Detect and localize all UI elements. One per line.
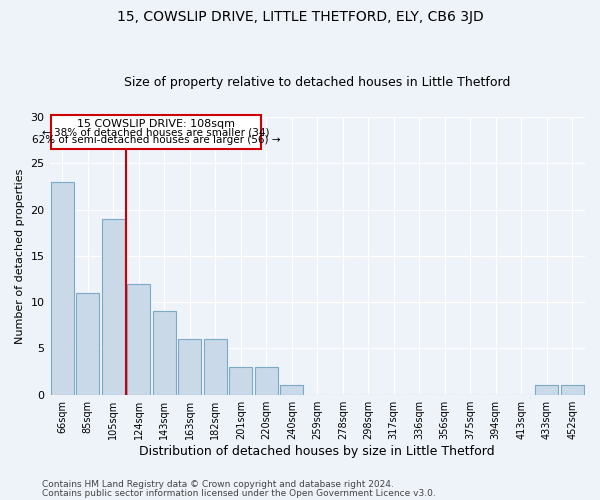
FancyBboxPatch shape — [51, 115, 261, 150]
Text: 62% of semi-detached houses are larger (56) →: 62% of semi-detached houses are larger (… — [32, 134, 280, 144]
Bar — [535, 386, 558, 394]
Text: Contains public sector information licensed under the Open Government Licence v3: Contains public sector information licen… — [42, 488, 436, 498]
Bar — [561, 386, 584, 394]
Title: Size of property relative to detached houses in Little Thetford: Size of property relative to detached ho… — [124, 76, 511, 90]
Text: 15 COWSLIP DRIVE: 108sqm: 15 COWSLIP DRIVE: 108sqm — [77, 119, 235, 129]
X-axis label: Distribution of detached houses by size in Little Thetford: Distribution of detached houses by size … — [139, 444, 495, 458]
Bar — [178, 339, 201, 394]
Bar — [229, 367, 252, 394]
Bar — [102, 219, 125, 394]
Bar — [153, 312, 176, 394]
Bar — [51, 182, 74, 394]
Text: Contains HM Land Registry data © Crown copyright and database right 2024.: Contains HM Land Registry data © Crown c… — [42, 480, 394, 489]
Text: 15, COWSLIP DRIVE, LITTLE THETFORD, ELY, CB6 3JD: 15, COWSLIP DRIVE, LITTLE THETFORD, ELY,… — [116, 10, 484, 24]
Bar — [76, 293, 99, 394]
Y-axis label: Number of detached properties: Number of detached properties — [15, 168, 25, 344]
Bar — [204, 339, 227, 394]
Bar — [255, 367, 278, 394]
Bar — [280, 386, 303, 394]
Bar — [127, 284, 150, 395]
Text: ← 38% of detached houses are smaller (34): ← 38% of detached houses are smaller (34… — [42, 127, 270, 137]
